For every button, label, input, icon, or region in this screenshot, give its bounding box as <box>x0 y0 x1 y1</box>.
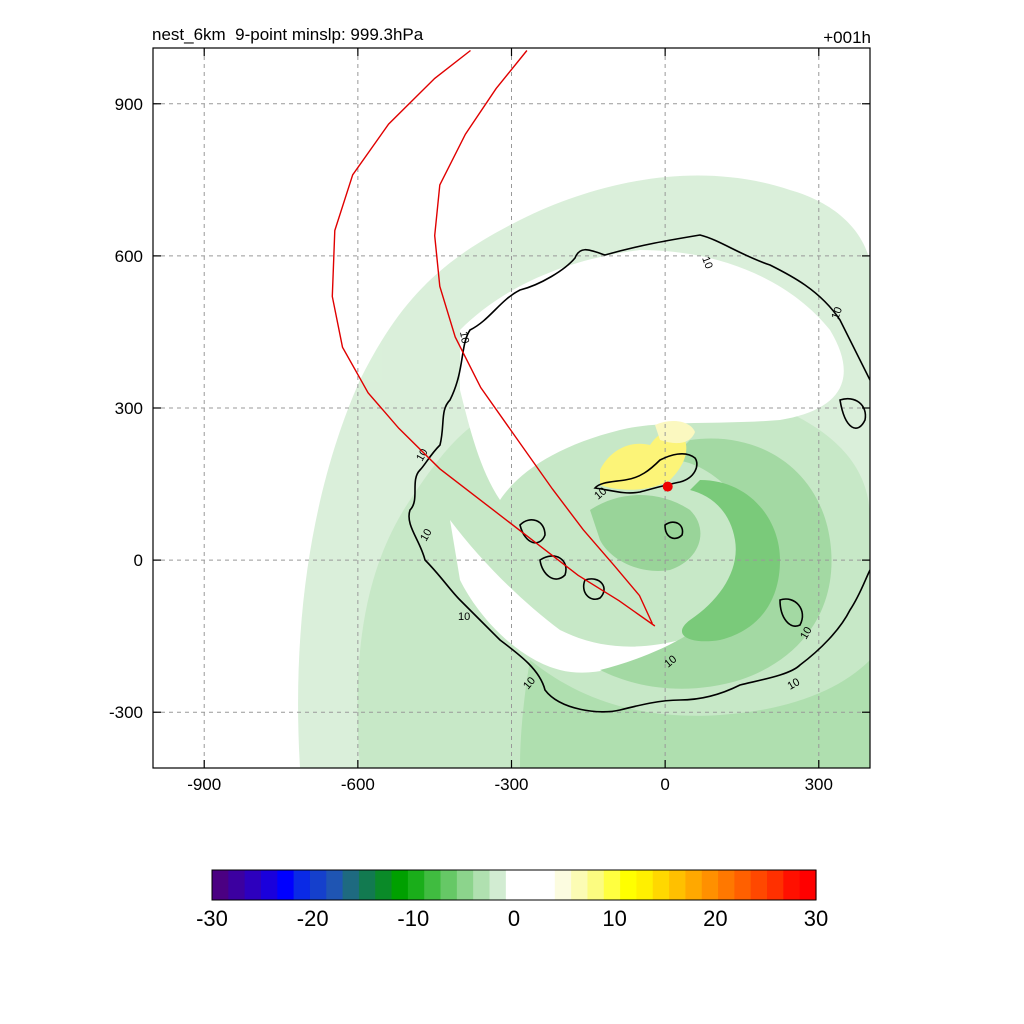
contour-inner <box>593 453 698 494</box>
colorbar-swatch <box>309 870 327 900</box>
contour-small-3 <box>582 578 605 600</box>
colorbar-swatch <box>799 870 817 900</box>
colorbar-swatch <box>260 870 278 900</box>
colorbar-swatch <box>326 870 344 900</box>
contour-label: 10 <box>458 611 470 623</box>
colorbar-swatch <box>718 870 735 900</box>
x-tick-label: -900 <box>187 775 221 794</box>
colorbar-tick-label: 20 <box>703 906 727 931</box>
green-lower-band <box>520 660 870 768</box>
colorbar-swatch <box>783 870 801 900</box>
colorbar-swatch <box>424 870 442 900</box>
colorbar-tick-label: -10 <box>397 906 429 931</box>
colorbar-swatch <box>473 870 491 900</box>
x-tick-label: -600 <box>341 775 375 794</box>
y-tick-label: 900 <box>115 95 143 114</box>
green-inner-ring <box>590 495 701 571</box>
contour-small-1 <box>519 519 546 544</box>
colorbar-swatch <box>767 870 784 900</box>
contour-label: 10 <box>830 305 845 321</box>
x-tick-label: -300 <box>494 775 528 794</box>
contour-label: 10 <box>786 676 803 693</box>
colorbar-swatch <box>277 870 295 900</box>
colorbar-swatch <box>407 870 425 900</box>
chart-title: nest_6km 9-point minslp: 999.3hPa <box>152 25 424 44</box>
contour-small-4 <box>664 521 684 540</box>
contour-label: 10 <box>798 625 815 642</box>
x-axis: -900 -600 -300 0 300 <box>187 48 833 794</box>
colorbar-tick-label: 30 <box>804 906 828 931</box>
colorbar-swatch <box>212 870 229 900</box>
colorbar-swatch <box>554 870 572 900</box>
colorbar-swatch <box>456 870 474 900</box>
storm-center-marker <box>662 481 673 492</box>
y-axis: -300 0 300 600 900 <box>109 95 870 722</box>
colorbar-swatch <box>342 870 360 900</box>
colorbar-swatch <box>538 870 556 900</box>
contour-label: 10 <box>414 447 431 464</box>
contour-small-6 <box>779 598 804 627</box>
colorbar-swatch <box>587 870 605 900</box>
colorbar-swatch <box>685 870 703 900</box>
colorbar-swatch <box>652 870 670 900</box>
contour-label: 10 <box>457 330 471 344</box>
plot-area: 10 10 10 10 10 10 10 10 10 10 10 <box>153 48 870 768</box>
colorbar-swatch <box>391 870 409 900</box>
colorbar-labels: -30 -20 -10 0 10 20 30 <box>196 906 828 931</box>
colorbar-swatch <box>244 870 262 900</box>
colorbar-swatch <box>375 870 393 900</box>
colorbar-swatch <box>505 870 523 900</box>
green-core <box>681 480 780 642</box>
y-tick-label: 0 <box>134 551 143 570</box>
y-tick-label: 600 <box>115 247 143 266</box>
colorbar-swatch <box>620 870 638 900</box>
x-tick-label: 300 <box>805 775 833 794</box>
colorbar-swatch <box>603 870 621 900</box>
negative-shading <box>298 175 870 768</box>
contour-outer <box>408 234 870 713</box>
colorbar-tick-label: -20 <box>297 906 329 931</box>
colorbar-tick-label: 0 <box>508 906 520 931</box>
x-tick-label: 0 <box>660 775 669 794</box>
colorbar-swatch <box>440 870 458 900</box>
colorbar-swatch <box>358 870 376 900</box>
inner-clear-region <box>460 250 844 500</box>
green-spiral-band <box>600 438 832 689</box>
colorbar-swatch <box>228 870 246 900</box>
colorbar <box>211 869 817 901</box>
colorbar-swatch <box>701 870 719 900</box>
colorbar-swatch <box>750 870 768 900</box>
red-track-lines <box>331 49 656 627</box>
colorbar-swatch <box>734 870 752 900</box>
colorbar-swatch <box>669 870 686 900</box>
contour-label: 10 <box>418 527 435 544</box>
red-track-outer <box>331 49 656 627</box>
colorbar-tick-label: 10 <box>602 906 626 931</box>
colorbar-frame <box>211 869 817 901</box>
colorbar-swatch <box>522 870 540 900</box>
colorbar-swatch <box>571 870 589 900</box>
contour-label: 10 <box>699 255 714 271</box>
contour-small-5 <box>839 398 867 429</box>
inner-clear-region-2 <box>450 520 680 673</box>
colorbar-tick-label: -30 <box>196 906 228 931</box>
y-tick-label: 300 <box>115 399 143 418</box>
colorbar-swatch <box>636 870 654 900</box>
colorbar-swatch <box>489 870 507 900</box>
forecast-hour-label: +001h <box>823 28 871 47</box>
colorbar-swatch <box>293 870 311 900</box>
red-track-inner <box>433 50 653 624</box>
y-tick-label: -300 <box>109 703 143 722</box>
